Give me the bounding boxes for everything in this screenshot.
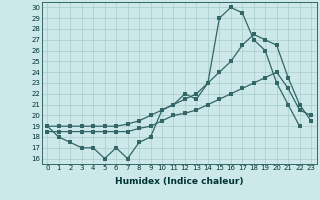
X-axis label: Humidex (Indice chaleur): Humidex (Indice chaleur) xyxy=(115,177,244,186)
